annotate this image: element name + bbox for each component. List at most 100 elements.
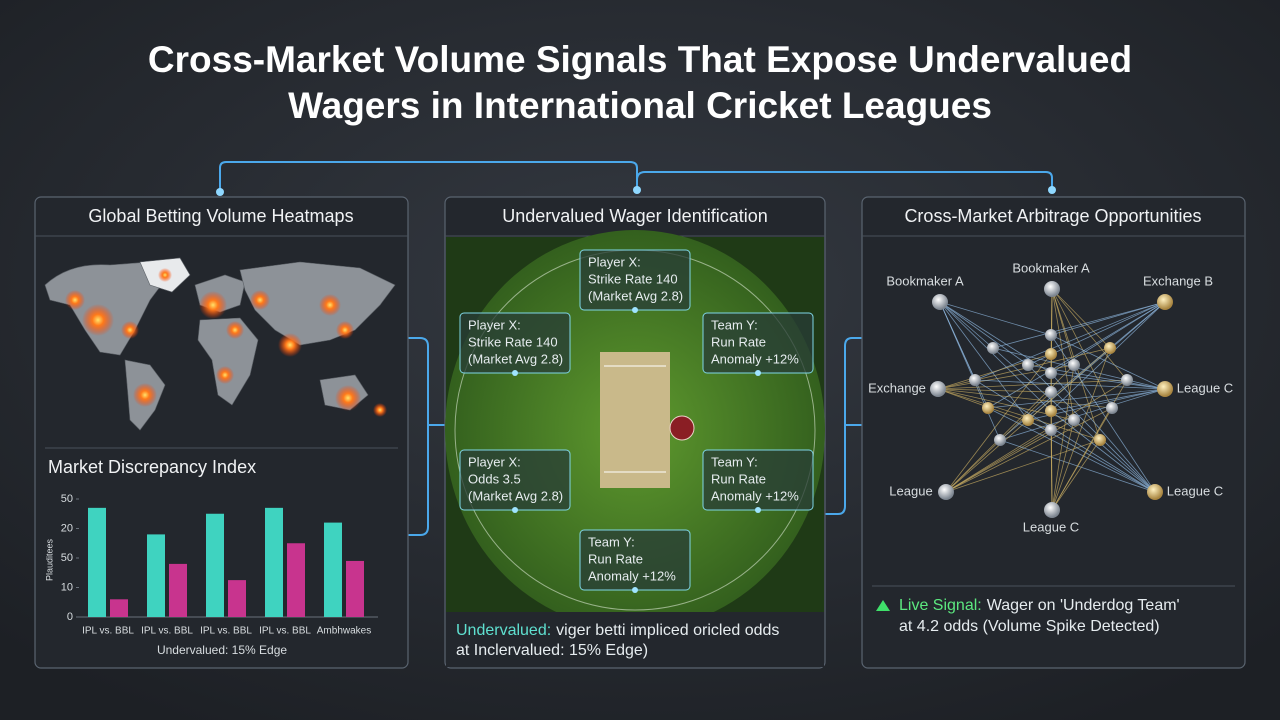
network-node bbox=[1044, 281, 1060, 297]
network: Bookmaker A Bookmaker A Exchange B Exchange… bbox=[868, 260, 1233, 534]
network-edge bbox=[992, 301, 1166, 349]
network-edge bbox=[992, 347, 1166, 390]
callout-line: Odds 3.5 bbox=[468, 471, 521, 486]
network-edge bbox=[945, 364, 1075, 493]
bar bbox=[88, 507, 106, 617]
x-tick-label: Ambhwakes bbox=[317, 626, 371, 637]
heat-spots bbox=[65, 268, 387, 417]
bar bbox=[147, 534, 165, 617]
network-edge bbox=[974, 379, 1166, 390]
panel-footer: at Inclervalued: 15% Edge) bbox=[456, 642, 648, 659]
network-edge bbox=[1051, 288, 1075, 421]
title-line: Cross-Market Volume Signals That Expose … bbox=[148, 39, 1132, 80]
callout-line: Anomaly +12% bbox=[711, 351, 799, 366]
network-node bbox=[969, 374, 981, 386]
network-node bbox=[1022, 359, 1034, 371]
callout-line: Anomaly +12% bbox=[588, 568, 676, 583]
network-node bbox=[1157, 294, 1173, 310]
callout-line: Player X: bbox=[468, 317, 521, 332]
network-edge bbox=[987, 388, 1166, 409]
network-edge bbox=[1051, 288, 1113, 409]
network-edge bbox=[987, 407, 1156, 493]
panel-footer: Undervalued: viger betti impliced oricled… bbox=[456, 622, 779, 639]
bar bbox=[287, 543, 305, 617]
network-edge bbox=[1050, 372, 1166, 390]
callout-line: Team Y: bbox=[588, 534, 635, 549]
node-label: Exchange bbox=[868, 380, 926, 395]
network-edge bbox=[937, 379, 1128, 390]
network-edge bbox=[1051, 347, 1111, 511]
callout-line: Team Y: bbox=[711, 454, 758, 469]
network-edge bbox=[945, 429, 1052, 493]
y-tick-label: 20 bbox=[61, 522, 73, 534]
callout-line: Strike Rate 140 bbox=[588, 271, 678, 286]
node-label: League bbox=[889, 483, 932, 498]
signal-line: Wager on 'Underdog Team' bbox=[987, 597, 1180, 614]
x-tick-label: IPL vs. BBL bbox=[259, 626, 311, 637]
network-edge bbox=[1051, 288, 1111, 349]
network-node bbox=[1045, 405, 1057, 417]
bar bbox=[228, 580, 246, 617]
node-label: Exchange B bbox=[1143, 273, 1213, 288]
panel-heading: Cross-Market Arbitrage Opportunities bbox=[904, 206, 1201, 226]
bar bbox=[110, 599, 128, 617]
bar bbox=[206, 513, 224, 617]
callout-dot bbox=[632, 307, 638, 313]
chart-title: Market Discrepancy Index bbox=[48, 457, 256, 477]
network-node bbox=[1045, 367, 1057, 379]
network-edge bbox=[1051, 364, 1075, 511]
callout-line: (Market Avg 2.8) bbox=[468, 488, 563, 503]
network-edge bbox=[939, 301, 1029, 421]
title-line: Wagers in International Cricket Leagues bbox=[288, 85, 992, 126]
callout-line: Anomaly +12% bbox=[711, 488, 799, 503]
chart-note: Undervalued: 15% Edge bbox=[157, 643, 287, 657]
network-edge bbox=[1051, 288, 1075, 366]
network-edge bbox=[1050, 372, 1156, 493]
callout-line: Run Rate bbox=[711, 471, 766, 486]
network-node bbox=[1022, 414, 1034, 426]
footer-text: viger betti impliced oricled odds bbox=[556, 622, 779, 639]
network-node bbox=[1045, 329, 1057, 341]
callout-line: Run Rate bbox=[588, 551, 643, 566]
network-edge bbox=[999, 388, 1166, 441]
node-label: League C bbox=[1167, 483, 1223, 498]
connectors bbox=[219, 161, 1053, 536]
network-edge bbox=[1050, 334, 1166, 390]
network-node bbox=[930, 381, 946, 397]
x-tick-label: IPL vs. BBL bbox=[200, 626, 252, 637]
callout-line: (Market Avg 2.8) bbox=[588, 288, 683, 303]
network-edge bbox=[1050, 301, 1166, 336]
network-edge bbox=[945, 379, 1128, 493]
network-node bbox=[1106, 402, 1118, 414]
network-node bbox=[1045, 348, 1057, 360]
network-node bbox=[938, 484, 954, 500]
network-edge bbox=[939, 301, 1001, 441]
network-node bbox=[1157, 381, 1173, 397]
y-tick-label: 50 bbox=[61, 552, 73, 564]
network-node bbox=[1068, 359, 1080, 371]
network-edge bbox=[939, 301, 1052, 412]
callout-dot bbox=[755, 507, 761, 513]
node-label: Bookmaker A bbox=[886, 273, 964, 288]
network-node bbox=[994, 434, 1006, 446]
callouts: Player X: Strike Rate 140 (Market Avg 2.8)… bbox=[459, 249, 814, 593]
network-edge bbox=[1051, 407, 1113, 511]
network-edge bbox=[1051, 419, 1075, 511]
network-node bbox=[1094, 434, 1106, 446]
network-edge bbox=[937, 353, 1052, 390]
network-edge bbox=[945, 353, 1052, 493]
network-node bbox=[1068, 414, 1080, 426]
callout-dot bbox=[512, 370, 518, 376]
network-node bbox=[1147, 484, 1163, 500]
signal-text: at 4.2 odds (Volume Spike Detected) bbox=[899, 618, 1160, 635]
network-edge bbox=[1050, 334, 1156, 493]
network-edge bbox=[1050, 429, 1053, 511]
callout-dot bbox=[512, 507, 518, 513]
x-tick-label: IPL vs. BBL bbox=[141, 626, 193, 637]
network-edge bbox=[1051, 439, 1101, 511]
node-label: Bookmaker A bbox=[1012, 260, 1090, 275]
network-edge bbox=[939, 301, 1052, 336]
network-node bbox=[1045, 386, 1057, 398]
callout-line: Team Y: bbox=[711, 317, 758, 332]
